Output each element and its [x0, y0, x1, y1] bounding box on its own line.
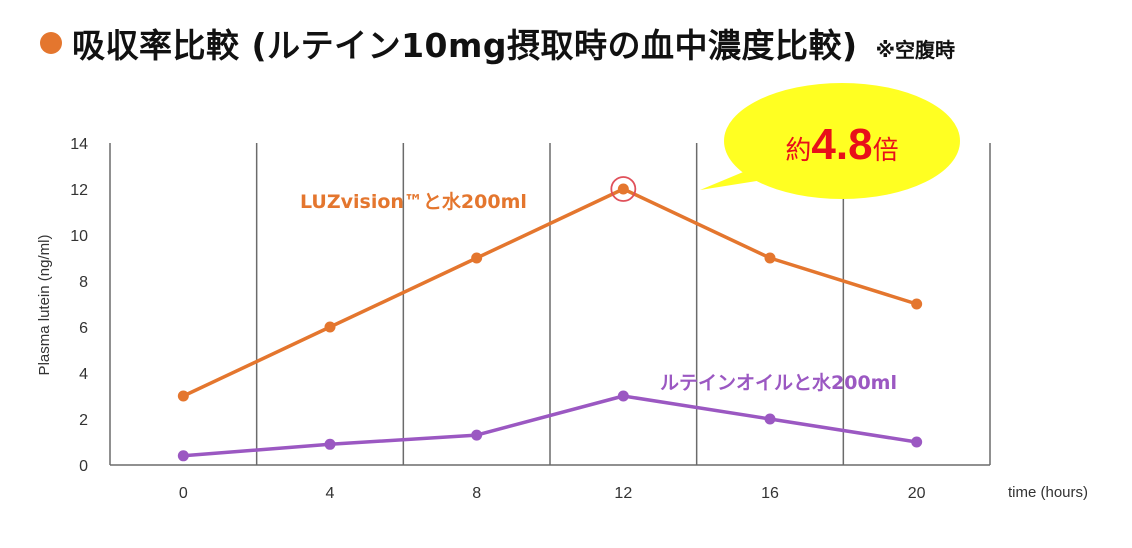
- highlight-ring: [610, 176, 637, 202]
- data-point-0: [177, 390, 189, 402]
- data-point-1: [911, 436, 923, 448]
- y-tick-label: 12: [70, 182, 88, 199]
- callout-bubble: 約4.8倍: [700, 83, 960, 199]
- y-axis-title: Plasma lutein (ng/ml): [36, 235, 53, 376]
- data-point-1: [617, 390, 629, 402]
- chart-title: 吸収率比較 (ルテイン10mg摂取時の血中濃度比較) ※空腹時: [40, 18, 955, 68]
- data-point-0: [911, 298, 923, 310]
- data-point-0: [324, 321, 336, 333]
- series-line-0: [182, 187, 918, 398]
- chart-title-note: ※空腹時: [875, 37, 956, 62]
- y-tick-label: 0: [79, 458, 88, 475]
- y-tick-label: 10: [70, 228, 88, 245]
- y-tick-label: 14: [70, 136, 88, 153]
- data-point-0: [764, 252, 776, 264]
- callout-ellipse: [724, 83, 960, 199]
- x-tick-label: 0: [179, 485, 188, 502]
- data-point-1: [177, 450, 189, 462]
- x-axis-title: time (hours): [1008, 484, 1088, 501]
- series-labels: LUZvision™と水200ml ルテインオイルと水200ml: [300, 191, 897, 394]
- y-tick-label: 2: [79, 412, 88, 429]
- callout-suffix: 倍: [873, 136, 899, 166]
- series-label-lutein-oil: ルテインオイルと水200ml: [660, 372, 897, 394]
- series-lines: [177, 176, 923, 462]
- chart-title-text: 吸収率比較 (ルテイン10mg摂取時の血中濃度比較): [72, 26, 858, 65]
- y-tick-label: 8: [79, 274, 88, 291]
- data-point-0: [617, 183, 629, 195]
- x-tick-label: 8: [472, 485, 481, 502]
- y-tick-label: 6: [79, 320, 88, 337]
- x-tick-label: 12: [614, 485, 632, 502]
- callout-prefix: 約: [785, 136, 811, 166]
- data-point-1: [764, 413, 776, 425]
- y-tick-label: 4: [79, 366, 88, 383]
- axes: 0 2 4 6 8 10 12 14 0 4 8 12 16 20 time (hours) Plasma l…: [36, 136, 1088, 502]
- callout-text: 約4.8倍: [785, 120, 898, 169]
- data-point-1: [324, 438, 336, 450]
- x-tick-label: 20: [908, 485, 926, 502]
- x-tick-label: 4: [326, 485, 335, 502]
- series-line-1: [183, 394, 917, 458]
- series-label-luzvision: LUZvision™と水200ml: [300, 191, 527, 213]
- x-tick-label: 16: [761, 485, 779, 502]
- title-bullet-icon: [40, 32, 62, 54]
- data-point-0: [471, 252, 483, 264]
- callout-value: 4.8: [811, 120, 872, 169]
- data-point-1: [471, 429, 483, 441]
